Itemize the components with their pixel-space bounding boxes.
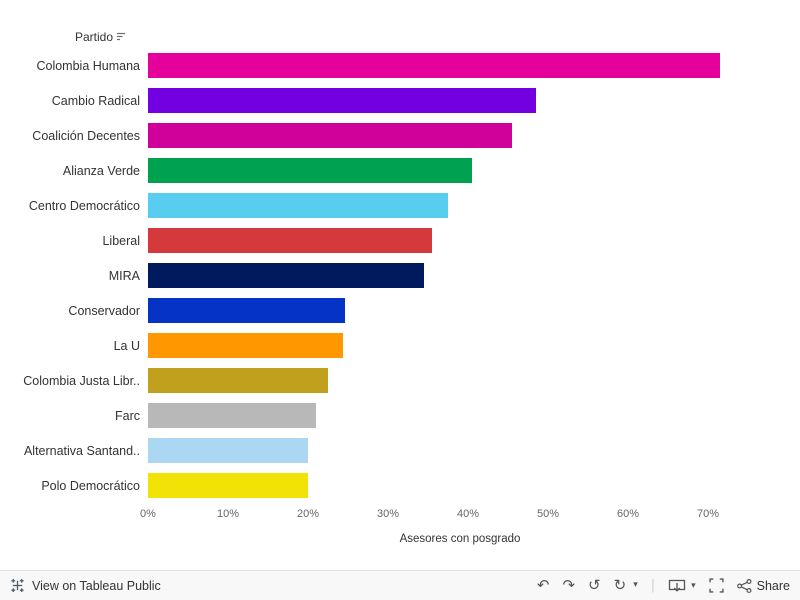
- row-label[interactable]: MIRA: [108, 268, 140, 283]
- redo-icon[interactable]: ↷: [562, 576, 576, 594]
- bar[interactable]: [148, 333, 344, 358]
- download-chevron-icon[interactable]: ▾: [691, 580, 696, 590]
- view-on-tableau-public-link[interactable]: View on Tableau Public: [32, 578, 161, 593]
- undo-icon[interactable]: ↶: [536, 576, 550, 594]
- x-tick-label: 70%: [696, 508, 720, 520]
- bar-row: Coalición Decentes: [0, 118, 800, 153]
- bar-chart: Colombia Humana Cambio Radical Coalición D…: [0, 48, 800, 503]
- row-label[interactable]: Colombia Justa Libr..: [23, 373, 140, 388]
- row-label[interactable]: Alianza Verde: [62, 163, 140, 178]
- x-tick-label: 50%: [536, 508, 560, 520]
- row-label[interactable]: La U: [113, 338, 140, 353]
- bar-track: [148, 263, 772, 288]
- refresh-icon[interactable]: ↻: [613, 576, 627, 594]
- x-tick-label: 10%: [216, 508, 240, 520]
- row-label[interactable]: Farc: [115, 408, 140, 423]
- bar-track: [148, 228, 772, 253]
- bar-row: Polo Democrático: [0, 468, 800, 503]
- column-header: Partido: [0, 26, 130, 48]
- bar-row: Cambio Radical: [0, 83, 800, 118]
- bar-track: [148, 123, 772, 148]
- download-icon[interactable]: [668, 579, 686, 593]
- x-tick-label: 60%: [616, 508, 640, 520]
- bar-track: [148, 403, 772, 428]
- bar-row: Liberal: [0, 223, 800, 258]
- bar-track: [148, 333, 772, 358]
- tableau-logo-icon[interactable]: [10, 578, 25, 593]
- bar-track: [148, 473, 772, 498]
- share-icon: [736, 578, 752, 593]
- share-label: Share: [756, 578, 790, 593]
- bar-row: Alternativa Santand..: [0, 433, 800, 468]
- row-label[interactable]: Coalición Decentes: [32, 128, 140, 143]
- bar-row: MIRA: [0, 258, 800, 293]
- revert-icon[interactable]: ↺: [588, 576, 601, 594]
- bar-row: Farc: [0, 398, 800, 433]
- bar[interactable]: [148, 88, 536, 113]
- row-label[interactable]: Alternativa Santand..: [23, 443, 140, 458]
- sort-icon[interactable]: [117, 32, 128, 42]
- bar[interactable]: [148, 473, 308, 498]
- bar-track: [148, 53, 772, 78]
- bar[interactable]: [148, 158, 472, 183]
- toolbar-separator: |: [650, 578, 656, 593]
- tableau-viz: Partido Colombia Humana Cambio Radical Coa…: [0, 26, 800, 545]
- bar[interactable]: [148, 438, 308, 463]
- bar[interactable]: [148, 193, 448, 218]
- bar-row: Alianza Verde: [0, 153, 800, 188]
- bar[interactable]: [148, 228, 432, 253]
- row-label[interactable]: Conservador: [68, 303, 140, 318]
- bar-row: Colombia Humana: [0, 48, 800, 83]
- bar[interactable]: [148, 403, 316, 428]
- bar-track: [148, 368, 772, 393]
- bar-track: [148, 158, 772, 183]
- row-label[interactable]: Colombia Humana: [36, 58, 140, 73]
- x-tick-label: 40%: [456, 508, 480, 520]
- bar[interactable]: [148, 53, 720, 78]
- bar[interactable]: [148, 298, 345, 323]
- x-tick-label: 0%: [140, 508, 156, 520]
- bar-row: La U: [0, 328, 800, 363]
- row-label[interactable]: Cambio Radical: [51, 93, 140, 108]
- bar[interactable]: [148, 123, 512, 148]
- bar-track: [148, 298, 772, 323]
- bar-row: Conservador: [0, 293, 800, 328]
- share-button[interactable]: Share: [736, 578, 790, 593]
- column-header-label[interactable]: Partido: [74, 30, 113, 44]
- bar-track: [148, 88, 772, 113]
- chevron-down-icon[interactable]: ▾: [633, 580, 638, 590]
- row-label[interactable]: Centro Democrático: [28, 198, 140, 213]
- fullscreen-icon[interactable]: [709, 578, 724, 593]
- row-label[interactable]: Polo Democrático: [41, 478, 140, 493]
- toolbar-left: View on Tableau Public: [10, 578, 161, 593]
- x-axis: 0% 10% 20% 30% 40% 50% 60% 70%: [140, 503, 772, 525]
- x-axis-title: Asesores con posgrado: [399, 533, 521, 545]
- bar-track: [148, 193, 772, 218]
- row-label[interactable]: Liberal: [102, 233, 140, 248]
- bar[interactable]: [148, 263, 424, 288]
- toolbar-right: ↶ ↷ ↺ ↻ ▾ | ▾: [537, 578, 790, 593]
- bar[interactable]: [148, 368, 328, 393]
- x-tick-label: 20%: [296, 508, 320, 520]
- tableau-toolbar: View on Tableau Public ↶ ↷ ↺ ↻ ▾ | ▾: [0, 570, 800, 600]
- bar-row: Centro Democrático: [0, 188, 800, 223]
- bar-row: Colombia Justa Libr..: [0, 363, 800, 398]
- bar-track: [148, 438, 772, 463]
- x-tick-label: 30%: [376, 508, 400, 520]
